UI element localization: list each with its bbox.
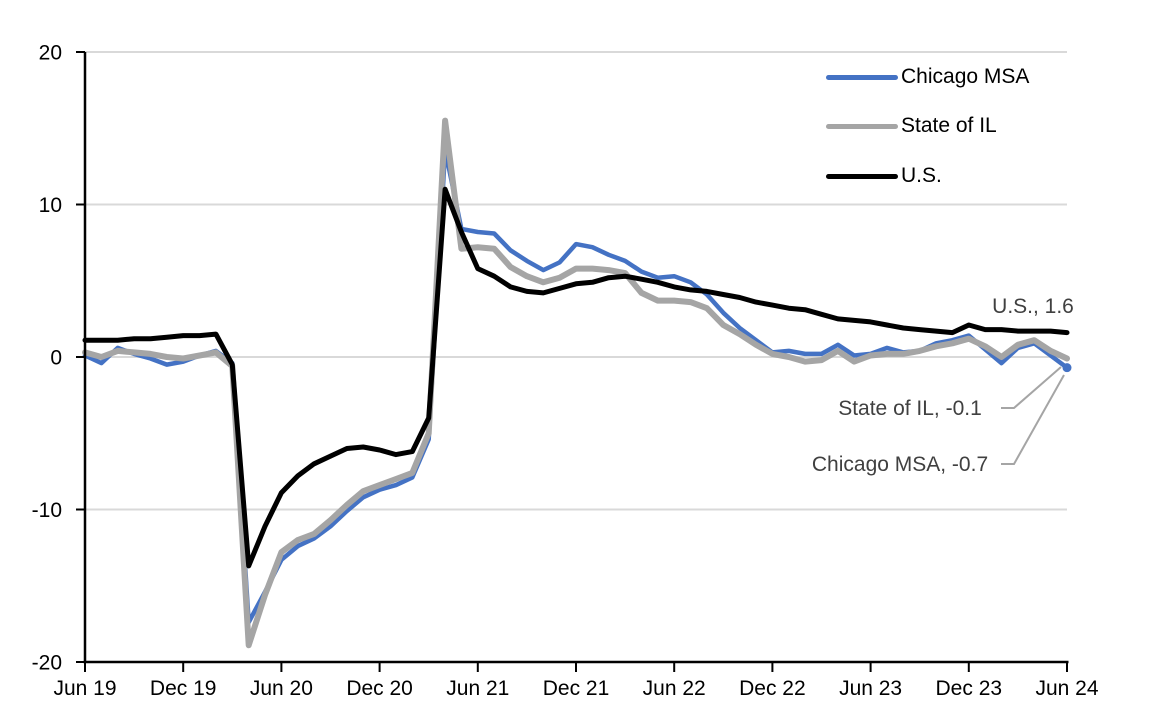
x-tick-label-Jun-21: Jun 21	[446, 677, 509, 700]
legend-label-chicago-msa: Chicago MSA	[901, 65, 1030, 88]
series-end-marker-chicago-msa	[1062, 363, 1072, 373]
data-label-state-of-il: State of IL, -0.1	[838, 397, 982, 420]
legend-item-chicago-msa: Chicago MSA	[826, 65, 1029, 89]
series-line-state-of-il	[82, 117, 1070, 649]
y-tick-label--10: -10	[32, 499, 62, 522]
y-tick-label-0: 0	[50, 347, 62, 370]
legend-line-state-of-il-icon	[826, 123, 898, 129]
x-tick-label-Jun-20: Jun 20	[250, 677, 313, 700]
data-label-us: U.S., 1.6	[992, 295, 1074, 318]
legend-line-us-icon	[826, 173, 898, 179]
legend-line-chicago-msa-icon	[826, 74, 898, 80]
leader-line-state-of-il	[1001, 366, 1062, 409]
x-tick-label-Dec-19: Dec 19	[150, 677, 217, 700]
y-tick-label--20: -20	[32, 652, 62, 675]
leader-line-chicago-msa	[1001, 374, 1065, 465]
x-tick-label-Jun-24: Jun 24	[1035, 677, 1098, 700]
x-tick-label-Jun-23: Jun 23	[839, 677, 902, 700]
x-tick-label-Dec-20: Dec 20	[346, 677, 413, 700]
x-tick-label-Dec-23: Dec 23	[936, 677, 1003, 700]
x-tick-label-Jun-22: Jun 22	[643, 677, 706, 700]
legend-label-us: U.S.	[901, 164, 942, 187]
data-label-chicago-msa: Chicago MSA, -0.7	[811, 453, 989, 476]
x-tick-label-Jun-19: Jun 19	[53, 677, 116, 700]
y-tick-label-10: 10	[39, 194, 62, 217]
x-tick-label-Dec-21: Dec 21	[543, 677, 610, 700]
legend-label-state-of-il: State of IL	[901, 114, 997, 137]
x-tick-label-Dec-22: Dec 22	[739, 677, 806, 700]
legend-item-state-of-il: State of IL	[826, 114, 997, 138]
y-tick-label-20: 20	[39, 42, 62, 65]
series-line-u-s-	[82, 186, 1070, 569]
legend-item-us: U.S.	[826, 164, 942, 188]
